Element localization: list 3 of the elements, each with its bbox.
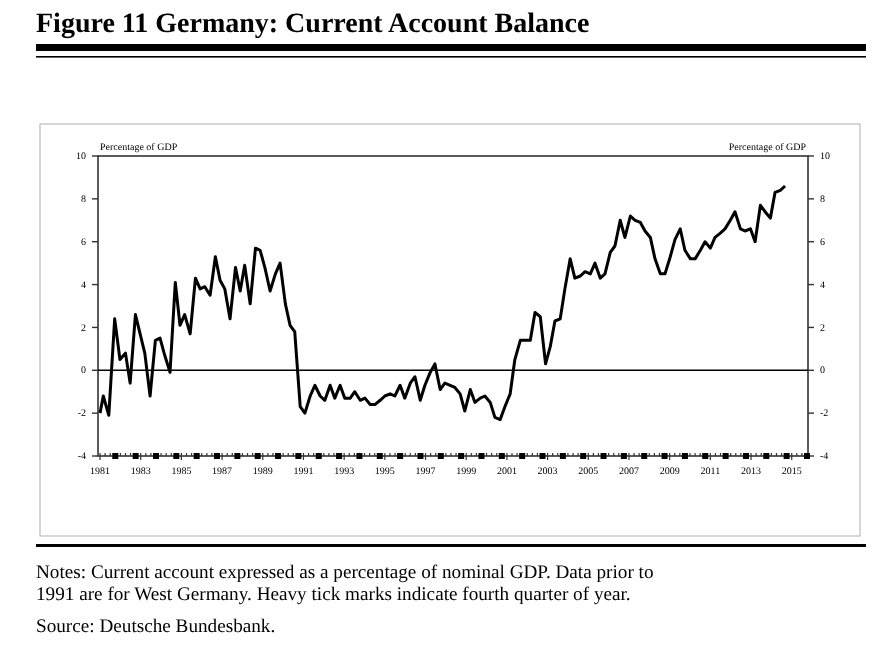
text: Notes: Current account expressed as a percentage of nominal GDP. Data prior to 1991 are for West Germany. Heavy tick marks indicate fourth quarter of year.	[36, 562, 654, 606]
chart-title: Figure 11 Germany: Current Account Balance	[36, 10, 590, 40]
source-note: Source: Deutsche Bundesbank.	[36, 616, 276, 638]
